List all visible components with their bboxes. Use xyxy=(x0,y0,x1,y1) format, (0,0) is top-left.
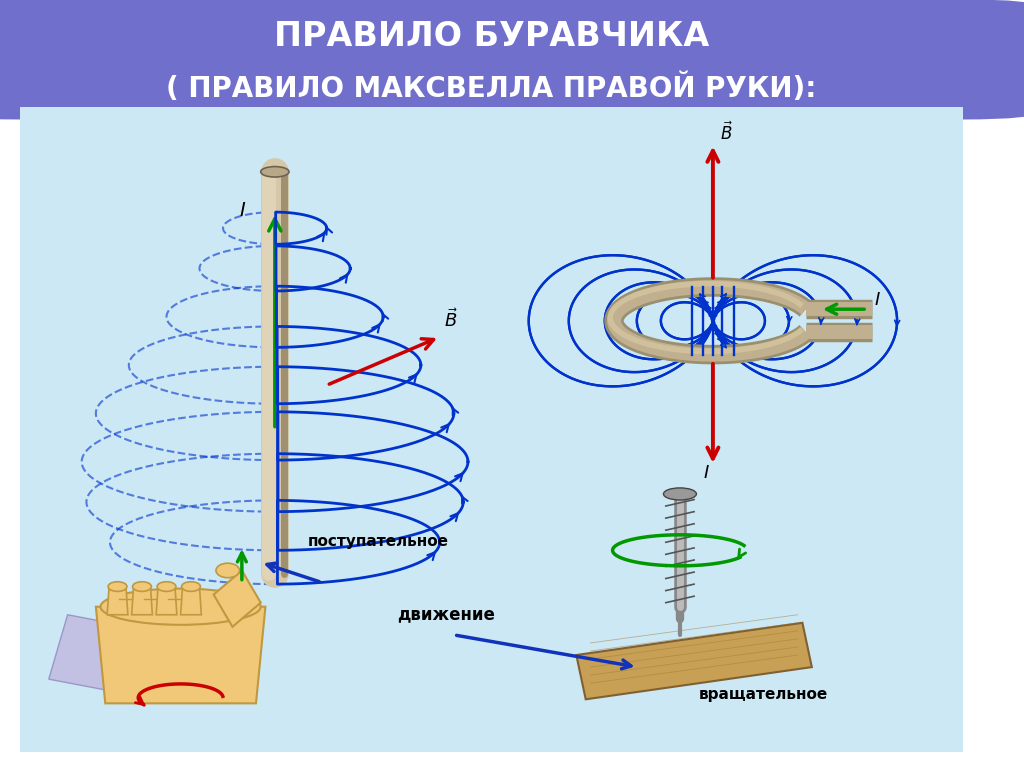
Text: $\vec{B}$: $\vec{B}$ xyxy=(444,308,459,331)
Text: I: I xyxy=(703,464,709,482)
Ellipse shape xyxy=(100,588,261,625)
Polygon shape xyxy=(577,623,812,700)
Polygon shape xyxy=(108,587,128,615)
Text: поступательное: поступательное xyxy=(308,535,449,549)
FancyBboxPatch shape xyxy=(11,99,972,759)
Ellipse shape xyxy=(132,581,152,591)
Ellipse shape xyxy=(181,581,201,591)
Text: I: I xyxy=(239,201,245,220)
Text: $\vec{B}$: $\vec{B}$ xyxy=(721,121,733,143)
Ellipse shape xyxy=(109,581,127,591)
Ellipse shape xyxy=(216,563,240,578)
Text: вращательное: вращательное xyxy=(698,687,828,703)
Polygon shape xyxy=(96,607,265,703)
Polygon shape xyxy=(180,587,202,615)
Polygon shape xyxy=(156,587,177,615)
Polygon shape xyxy=(49,615,153,695)
Polygon shape xyxy=(214,571,261,627)
Ellipse shape xyxy=(664,488,696,500)
FancyBboxPatch shape xyxy=(0,0,1024,120)
Text: ( ПРАВИЛО МАКСВЕЛЛА ПРАВОЙ РУКИ):: ( ПРАВИЛО МАКСВЕЛЛА ПРАВОЙ РУКИ): xyxy=(166,74,817,104)
Ellipse shape xyxy=(261,166,289,177)
Polygon shape xyxy=(132,587,153,615)
Ellipse shape xyxy=(157,581,176,591)
Text: движение: движение xyxy=(397,604,496,623)
Text: I: I xyxy=(874,291,880,309)
Text: ПРАВИЛО БУРАВЧИКА: ПРАВИЛО БУРАВЧИКА xyxy=(273,20,710,53)
